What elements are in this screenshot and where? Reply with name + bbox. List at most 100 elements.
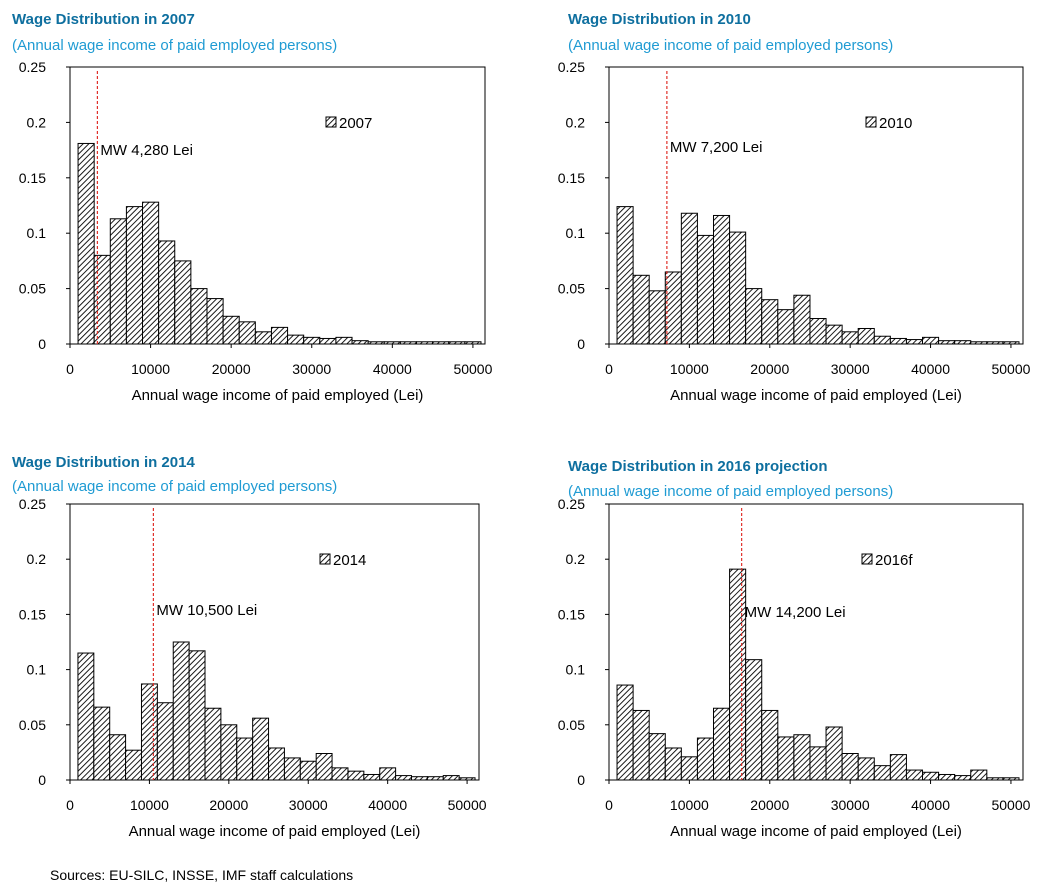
histogram-bar [93, 254, 111, 345]
y-tick-label: 0 [577, 336, 585, 352]
histogram-bar [172, 641, 190, 781]
x-tick-label: 10000 [131, 361, 170, 377]
histogram-bar [729, 231, 747, 345]
histogram-bar [367, 341, 385, 345]
histogram-bar [857, 757, 875, 781]
histogram-bar [1002, 777, 1020, 781]
histogram-bar [713, 707, 731, 781]
chart-subtitle: (Annual wage income of paid employed per… [12, 478, 337, 495]
legend-swatch [861, 553, 873, 565]
chart-subtitle: (Annual wage income of paid employed per… [568, 483, 893, 500]
histogram-bar [648, 290, 666, 345]
histogram-bar [1002, 341, 1020, 345]
histogram-bar [204, 707, 222, 781]
histogram-bar [664, 271, 682, 345]
x-tick-label: 10000 [670, 797, 709, 813]
y-tick-label: 0.2 [27, 114, 47, 130]
histogram-bar [777, 736, 795, 781]
histogram-bar [793, 294, 811, 345]
histogram-bar [190, 288, 208, 345]
histogram-bar [873, 335, 891, 345]
chart-title: Wage Distribution in 2014 [12, 454, 195, 471]
x-tick-label: 10000 [130, 797, 169, 813]
histogram-bar [299, 760, 317, 781]
y-tick-label: 0.05 [19, 281, 46, 297]
legend-label: 2014 [333, 552, 366, 569]
histogram-bar [351, 340, 369, 345]
histogram-bar [825, 726, 843, 781]
histogram-bar [315, 753, 333, 781]
histogram-bar [426, 776, 444, 781]
chart-title: Wage Distribution in 2007 [12, 11, 195, 28]
histogram-bar [222, 315, 240, 345]
y-tick-label: 0 [577, 772, 585, 788]
histogram-bar [729, 568, 747, 781]
source-note: Sources: EU-SILC, INSSE, IMF staff calcu… [50, 867, 353, 883]
histogram-bar [77, 142, 95, 345]
histogram-bar [156, 702, 174, 781]
histogram-bar [761, 709, 779, 781]
histogram-bar [696, 737, 715, 781]
histogram-bar [889, 754, 907, 781]
histogram-bar [873, 765, 891, 781]
histogram-bar [188, 650, 206, 781]
histogram-bar [648, 733, 666, 781]
chart-title: Wage Distribution in 2010 [568, 11, 751, 28]
histogram-bar [448, 341, 466, 345]
histogram-bar [745, 659, 763, 781]
x-tick-label: 40000 [911, 797, 950, 813]
histogram-bar [287, 334, 305, 345]
histogram-bar [905, 339, 924, 345]
histogram-bar [938, 773, 956, 781]
histogram-bar [335, 336, 353, 345]
x-tick-label: 30000 [831, 361, 870, 377]
x-axis-label: Annual wage income of paid employed (Lei… [670, 387, 962, 404]
y-tick-label: 0.25 [19, 496, 46, 512]
x-tick-label: 50000 [448, 797, 487, 813]
histogram-bar [745, 288, 763, 345]
histogram-bar [841, 753, 859, 781]
y-tick-label: 0.1 [566, 662, 586, 678]
histogram-bar [379, 767, 397, 781]
histogram-bar [142, 201, 160, 345]
histogram-bar [632, 274, 650, 345]
y-tick-label: 0.05 [558, 717, 585, 733]
chart-panel-3: Wage Distribution in 2014 (Annual wage in… [12, 454, 487, 840]
histogram-bar [220, 724, 238, 781]
histogram-bar [410, 776, 428, 781]
histogram-bar [93, 706, 111, 781]
histogram-bar [416, 341, 434, 345]
histogram-bar [252, 717, 270, 781]
y-tick-label: 0.2 [566, 114, 586, 130]
minimum-wage-label: MW 14,200 Lei [745, 604, 846, 621]
x-tick-label: 10000 [670, 361, 709, 377]
histogram-bar [464, 341, 482, 345]
x-tick-label: 20000 [750, 361, 789, 377]
y-tick-label: 0.25 [558, 496, 585, 512]
histogram-bar [363, 773, 381, 781]
histogram-bar [347, 770, 365, 781]
y-tick-label: 0.1 [27, 225, 47, 241]
minimum-wage-label: MW 4,280 Lei [100, 142, 193, 159]
x-tick-label: 20000 [212, 361, 251, 377]
x-tick-label: 50000 [991, 797, 1030, 813]
histogram-bar [938, 340, 956, 345]
histogram-bar [905, 769, 924, 781]
histogram-bar [383, 341, 401, 345]
x-axis-label: Annual wage income of paid employed (Lei… [670, 823, 962, 840]
histogram-bar [254, 331, 272, 345]
x-tick-label: 0 [66, 361, 74, 377]
histogram-bar [825, 324, 843, 345]
legend-label: 2016f [875, 552, 913, 569]
histogram-bar [970, 769, 988, 781]
histogram-bar [713, 214, 731, 345]
legend-swatch [319, 553, 331, 565]
histogram-bar [283, 757, 301, 781]
x-tick-label: 40000 [911, 361, 950, 377]
y-tick-label: 0.2 [27, 551, 47, 567]
y-tick-label: 0.25 [558, 59, 585, 75]
x-tick-label: 40000 [368, 797, 407, 813]
histogram-bar [319, 337, 337, 345]
legend-label: 2007 [339, 115, 372, 132]
y-tick-label: 0 [38, 772, 46, 788]
